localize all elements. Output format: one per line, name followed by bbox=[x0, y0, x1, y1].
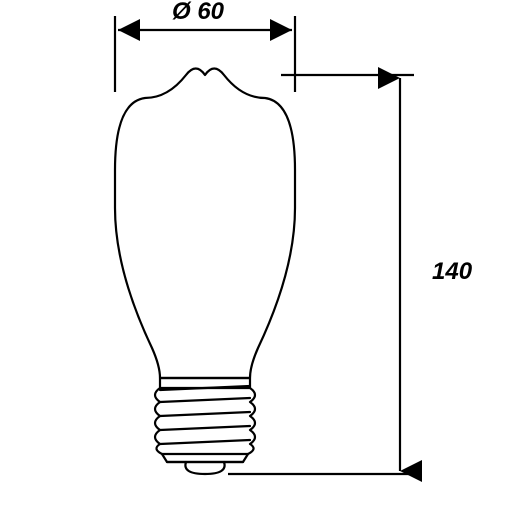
height-dimension-label: 140 bbox=[432, 258, 472, 286]
width-dimension bbox=[115, 16, 295, 92]
width-dimension-label: Ø 60 bbox=[172, 0, 224, 26]
height-dimension bbox=[228, 75, 414, 474]
bulb-outline bbox=[115, 69, 295, 475]
dimension-drawing: Ø 60 140 bbox=[0, 0, 510, 510]
bulb-diagram-svg bbox=[0, 0, 510, 510]
screw-base bbox=[155, 386, 255, 474]
